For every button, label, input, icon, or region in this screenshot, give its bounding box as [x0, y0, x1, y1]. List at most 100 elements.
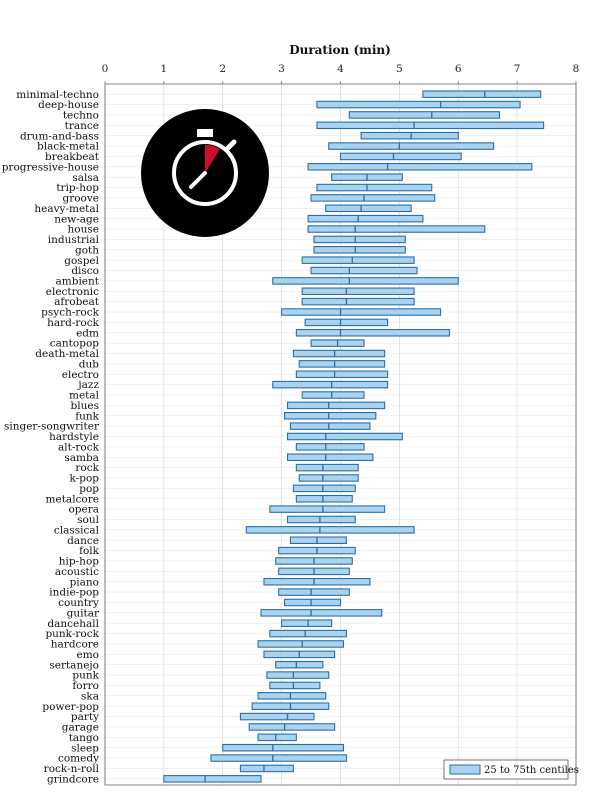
- genre-label: pop: [79, 483, 99, 495]
- genre-label: hardstyle: [49, 431, 99, 443]
- iqr-box: [257, 733, 297, 742]
- genre-label: salsa: [72, 172, 99, 184]
- iqr-box: [301, 297, 415, 306]
- iqr-box: [313, 246, 406, 254]
- iqr-box: [301, 287, 415, 296]
- iqr-box: [284, 411, 377, 420]
- genre-label: rock: [75, 462, 99, 474]
- x-tick-label: 0: [102, 63, 109, 75]
- genre-label: metalcore: [46, 493, 99, 505]
- legend-swatch: [449, 764, 481, 775]
- genre-label: piano: [70, 576, 99, 588]
- iqr-box: [210, 754, 347, 762]
- iqr-box: [301, 256, 415, 264]
- iqr-box: [292, 349, 386, 358]
- iqr-box: [304, 318, 389, 327]
- genre-label: ska: [81, 690, 99, 702]
- genre-label: groove: [62, 193, 99, 205]
- iqr-box: [298, 360, 386, 368]
- genre-label: alt-rock: [58, 441, 100, 453]
- genre-label: progressive-house: [2, 161, 99, 173]
- genre-label: cantopop: [50, 338, 99, 350]
- x-axis-title: Duration (min): [289, 43, 391, 57]
- genre-label: breakbeat: [45, 151, 100, 163]
- iqr-box: [310, 266, 418, 275]
- iqr-box: [289, 422, 371, 430]
- iqr-box: [272, 380, 389, 389]
- genre-label: dance: [67, 535, 99, 547]
- genre-label: blues: [71, 400, 99, 412]
- genre-label: jazz: [76, 379, 99, 391]
- genre-label: garage: [62, 722, 99, 734]
- genre-label: minimal-techno: [16, 89, 99, 101]
- iqr-box: [295, 329, 450, 337]
- iqr-box: [281, 308, 442, 316]
- iqr-box: [348, 111, 501, 119]
- iqr-box: [328, 142, 495, 150]
- iqr-box: [269, 505, 386, 513]
- genre-label: comedy: [58, 753, 99, 765]
- genre-label: new-age: [54, 213, 99, 225]
- iqr-box: [313, 235, 406, 244]
- genre-label: death-metal: [35, 348, 99, 360]
- category-labels: minimal-technodeep-housetechnotrancedrum…: [2, 89, 100, 786]
- genre-label: forro: [72, 680, 99, 692]
- genre-label: techno: [63, 110, 99, 122]
- genre-label: dub: [79, 358, 99, 370]
- genre-label: funk: [75, 410, 99, 422]
- iqr-box: [284, 598, 342, 607]
- iqr-box: [295, 494, 353, 503]
- genre-label: edm: [76, 327, 99, 339]
- x-tick-label: 8: [573, 63, 580, 75]
- genre-label: gospel: [64, 255, 99, 267]
- genre-label: classical: [54, 524, 100, 536]
- x-tick-label: 4: [337, 63, 344, 75]
- x-tick-label: 7: [514, 63, 521, 75]
- iqr-box: [163, 775, 262, 783]
- x-tick-label: 3: [278, 63, 285, 75]
- iqr-box: [266, 671, 330, 679]
- iqr-box: [269, 629, 347, 638]
- genre-label: house: [68, 224, 99, 236]
- stopwatch-hand: [189, 171, 207, 189]
- iqr-box: [286, 515, 356, 524]
- iqr-box: [310, 194, 436, 202]
- genre-label: dancehall: [47, 618, 99, 630]
- genre-label: folk: [79, 545, 100, 557]
- iqr-box: [257, 640, 344, 648]
- genre-label: disco: [71, 265, 99, 277]
- iqr-box: [263, 577, 371, 586]
- genre-label: acoustic: [55, 566, 99, 578]
- legend: 25 to 75th centiles: [443, 759, 579, 780]
- iqr-box: [222, 743, 344, 752]
- genre-label: punk-rock: [45, 628, 99, 640]
- stopwatch-icon: [141, 109, 269, 237]
- genre-label: indie-pop: [49, 587, 99, 599]
- genre-label: trance: [65, 120, 99, 132]
- iqr-box: [295, 370, 389, 379]
- iqr-box: [239, 712, 315, 721]
- genre-label: country: [58, 597, 99, 609]
- iqr-box: [422, 90, 542, 98]
- iqr-box: [286, 453, 374, 462]
- x-axis-ticks: 0 1 2 3 4 5 6 7 8: [102, 63, 580, 84]
- iqr-box: [301, 391, 365, 399]
- genre-label: rock-n-roll: [44, 763, 100, 775]
- genre-label: black-metal: [37, 141, 100, 153]
- boxes: [163, 90, 545, 783]
- genre-label: sleep: [71, 742, 99, 754]
- x-tick-label: 5: [396, 63, 403, 75]
- genre-label: psych-rock: [41, 307, 99, 319]
- iqr-box: [257, 692, 327, 700]
- genre-label: hip-hop: [59, 556, 99, 568]
- genre-label: trip-hop: [56, 182, 99, 194]
- genre-label: hardcore: [51, 639, 99, 651]
- genre-label: guitar: [67, 607, 100, 619]
- legend-label: 25 to 75th centiles: [484, 765, 579, 776]
- genre-label: electronic: [46, 286, 99, 298]
- iqr-box: [307, 225, 486, 233]
- genre-label: punk: [72, 670, 99, 682]
- stopwatch-crown: [197, 129, 213, 137]
- x-tick-label: 2: [219, 63, 226, 75]
